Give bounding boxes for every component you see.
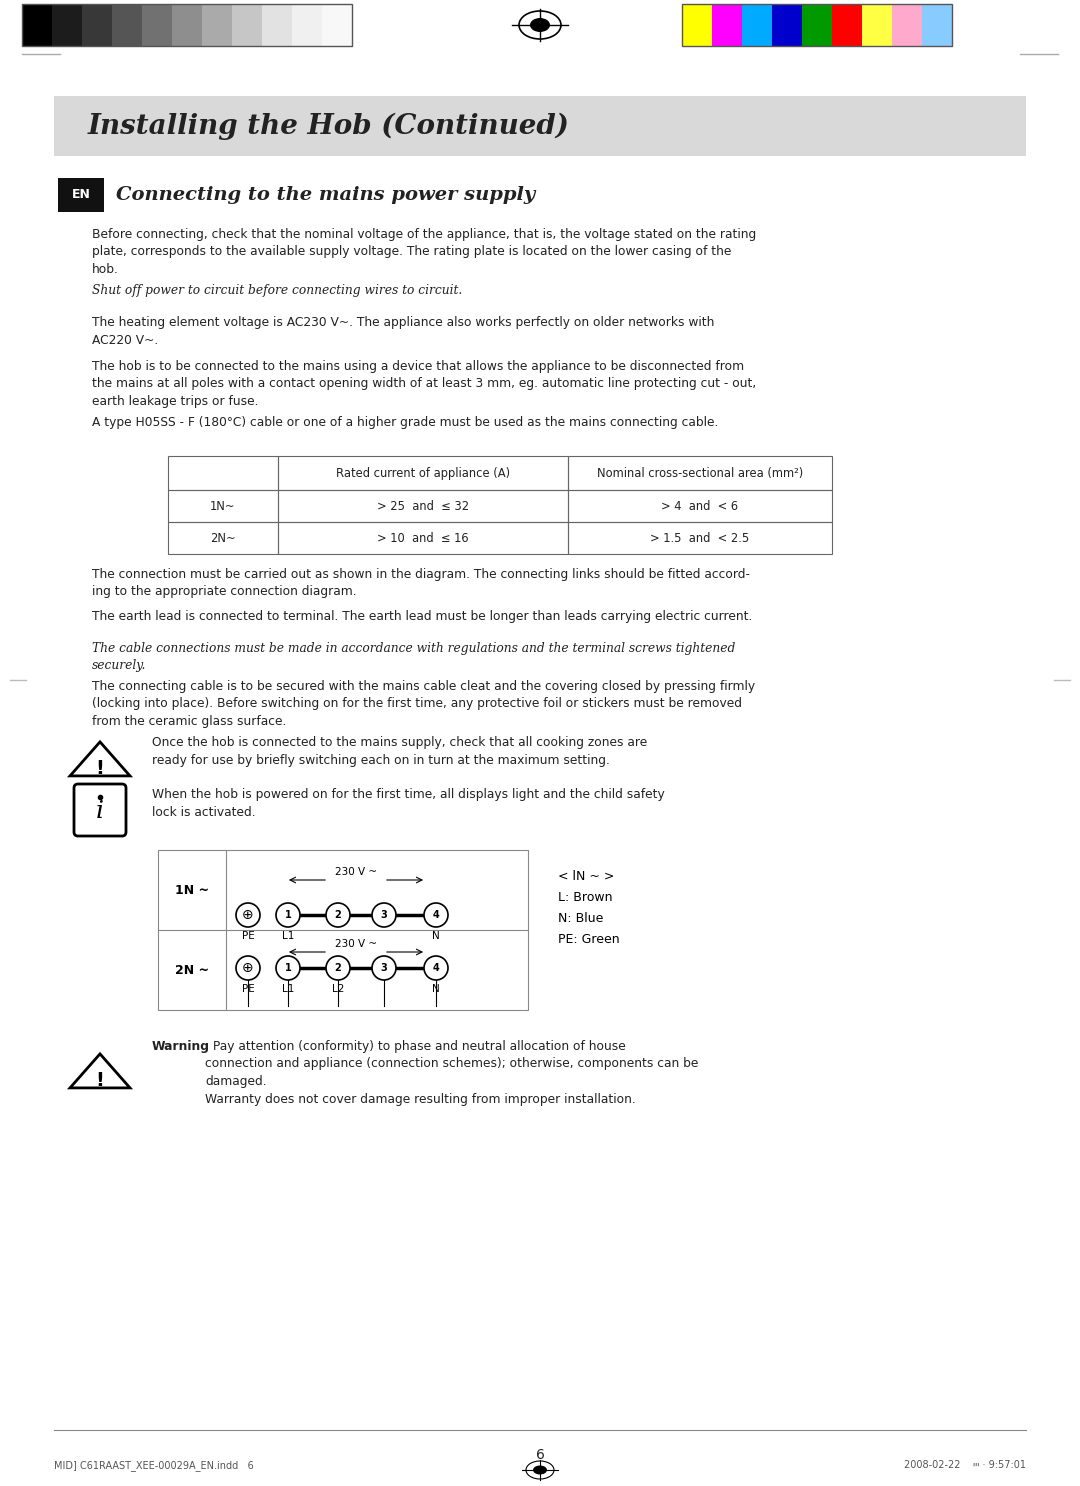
Text: : Pay attention (conformity) to phase and neutral allocation of house
connection: : Pay attention (conformity) to phase an… <box>205 1040 699 1106</box>
Text: EN: EN <box>71 189 91 202</box>
Circle shape <box>372 903 396 927</box>
Bar <box>681 4 712 46</box>
Text: L1: L1 <box>282 984 294 994</box>
Text: 1: 1 <box>285 909 292 920</box>
Circle shape <box>424 955 448 979</box>
Text: N: N <box>432 984 440 994</box>
Bar <box>772 4 802 46</box>
Bar <box>681 4 951 46</box>
Circle shape <box>237 955 260 979</box>
Text: < lN ~ >
L: Brown
N: Blue
PE: Green: < lN ~ > L: Brown N: Blue PE: Green <box>558 869 620 947</box>
Text: Nominal cross-sectional area (mm²): Nominal cross-sectional area (mm²) <box>597 467 804 480</box>
Bar <box>292 4 322 46</box>
Text: A type H05SS - F (180°C) cable or one of a higher grade must be used as the main: A type H05SS - F (180°C) cable or one of… <box>92 416 718 429</box>
Bar <box>141 4 172 46</box>
Bar <box>568 522 832 554</box>
Text: MID] C61RAAST_XEE-00029A_EN.indd   6: MID] C61RAAST_XEE-00029A_EN.indd 6 <box>54 1461 254 1471</box>
Bar <box>262 4 292 46</box>
Text: The earth lead is connected to terminal. The earth lead must be longer than lead: The earth lead is connected to terminal.… <box>92 609 753 623</box>
Circle shape <box>276 903 300 927</box>
Text: Before connecting, check that the nominal voltage of the appliance, that is, the: Before connecting, check that the nomina… <box>92 227 756 276</box>
Bar <box>922 4 951 46</box>
Text: PE: PE <box>242 932 255 941</box>
Bar <box>54 97 1026 156</box>
Text: !: ! <box>95 758 105 777</box>
Text: When the hob is powered on for the first time, all displays light and the child : When the hob is powered on for the first… <box>152 788 665 819</box>
Circle shape <box>276 955 300 979</box>
Bar <box>232 4 262 46</box>
Bar <box>742 4 772 46</box>
Text: L2: L2 <box>332 984 345 994</box>
Bar <box>158 850 528 1010</box>
Bar <box>58 178 104 212</box>
Text: N: N <box>432 932 440 941</box>
Circle shape <box>326 903 350 927</box>
Bar <box>168 490 278 522</box>
Bar <box>22 4 352 46</box>
Bar <box>172 4 202 46</box>
Text: 1N ~: 1N ~ <box>175 884 210 896</box>
Bar <box>202 4 232 46</box>
Bar <box>568 490 832 522</box>
Text: 4: 4 <box>433 963 440 973</box>
Text: 1N~: 1N~ <box>211 499 235 513</box>
Text: Once the hob is connected to the mains supply, check that all cooking zones are
: Once the hob is connected to the mains s… <box>152 736 647 767</box>
Text: Installing the Hob (Continued): Installing the Hob (Continued) <box>87 113 570 140</box>
Bar <box>168 456 278 490</box>
Bar <box>568 456 832 490</box>
Circle shape <box>237 903 260 927</box>
Bar <box>278 490 568 522</box>
Text: PE: PE <box>242 984 255 994</box>
Text: !: ! <box>95 1070 105 1089</box>
Text: Rated current of appliance (A): Rated current of appliance (A) <box>336 467 510 480</box>
Circle shape <box>326 955 350 979</box>
Text: 230 V ~: 230 V ~ <box>335 939 377 950</box>
Bar <box>82 4 112 46</box>
Text: 2N ~: 2N ~ <box>175 963 210 976</box>
Text: ⊕: ⊕ <box>242 961 254 975</box>
Text: 6: 6 <box>536 1447 544 1462</box>
Text: 3: 3 <box>380 963 388 973</box>
Text: > 4  and  < 6: > 4 and < 6 <box>661 499 739 513</box>
Circle shape <box>424 903 448 927</box>
Text: 2N~: 2N~ <box>211 532 235 544</box>
Text: i: i <box>96 801 104 823</box>
Bar <box>168 522 278 554</box>
Bar <box>862 4 892 46</box>
Ellipse shape <box>534 1465 546 1474</box>
Bar <box>832 4 862 46</box>
Bar <box>322 4 352 46</box>
Bar <box>892 4 922 46</box>
Text: Warning: Warning <box>152 1040 210 1054</box>
Text: Shut off power to circuit before connecting wires to circuit.: Shut off power to circuit before connect… <box>92 284 462 297</box>
Text: The connecting cable is to be secured with the mains cable cleat and the coverin: The connecting cable is to be secured wi… <box>92 681 755 728</box>
Text: ⊕: ⊕ <box>242 908 254 921</box>
Text: The heating element voltage is AC230 V~. The appliance also works perfectly on o: The heating element voltage is AC230 V~.… <box>92 317 714 346</box>
Bar <box>52 4 82 46</box>
Circle shape <box>372 955 396 979</box>
Text: The hob is to be connected to the mains using a device that allows the appliance: The hob is to be connected to the mains … <box>92 360 756 409</box>
Text: > 25  and  ≤ 32: > 25 and ≤ 32 <box>377 499 469 513</box>
Bar <box>112 4 141 46</box>
Text: > 10  and  ≤ 16: > 10 and ≤ 16 <box>377 532 469 544</box>
Text: > 1.5  and  < 2.5: > 1.5 and < 2.5 <box>650 532 750 544</box>
Ellipse shape <box>530 18 550 33</box>
Text: 2008-02-22    ייי · 9:57:01: 2008-02-22 ייי · 9:57:01 <box>904 1461 1026 1470</box>
Text: The cable connections must be made in accordance with regulations and the termin: The cable connections must be made in ac… <box>92 642 735 673</box>
Text: 2: 2 <box>335 909 341 920</box>
Bar <box>278 522 568 554</box>
Text: 4: 4 <box>433 909 440 920</box>
Text: L1: L1 <box>282 932 294 941</box>
Text: 2: 2 <box>335 963 341 973</box>
Bar <box>802 4 832 46</box>
Text: Connecting to the mains power supply: Connecting to the mains power supply <box>116 186 536 204</box>
Text: The connection must be carried out as shown in the diagram. The connecting links: The connection must be carried out as sh… <box>92 568 750 599</box>
Bar <box>278 456 568 490</box>
Bar <box>22 4 52 46</box>
Bar <box>712 4 742 46</box>
Text: 1: 1 <box>285 963 292 973</box>
Text: 3: 3 <box>380 909 388 920</box>
Text: 230 V ~: 230 V ~ <box>335 866 377 877</box>
